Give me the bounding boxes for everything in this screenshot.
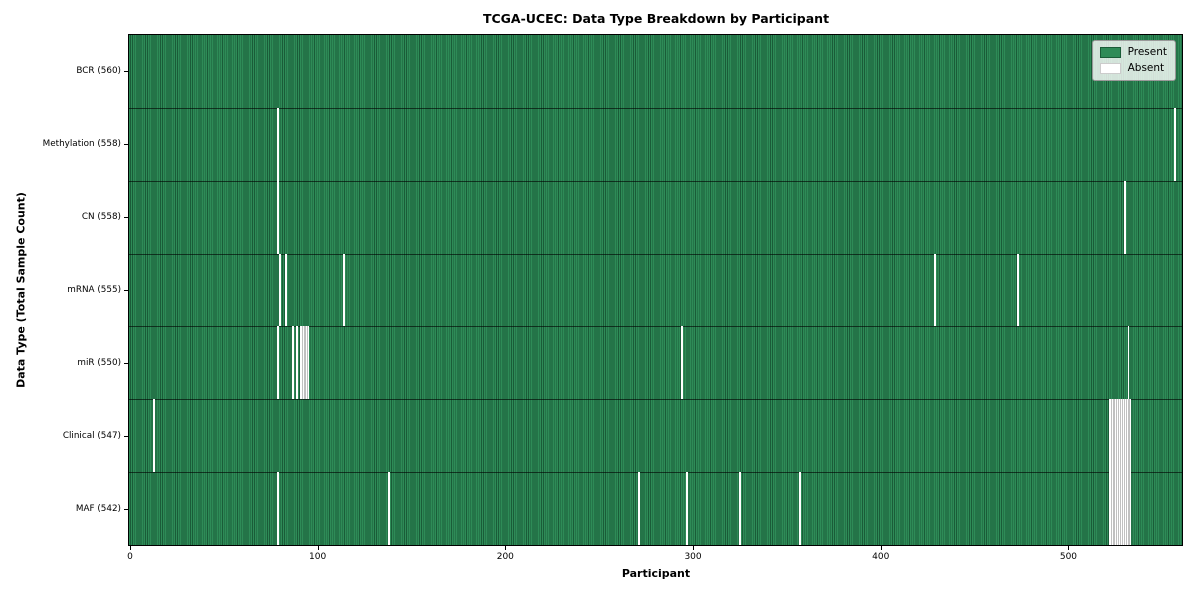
absent-bar (1108, 399, 1111, 473)
absent-bar (1116, 472, 1119, 545)
absent-bar (1127, 472, 1130, 545)
x-tick-mark (880, 546, 882, 550)
absent-bar (1123, 472, 1126, 545)
absent-bar (1174, 107, 1177, 181)
absent-bar (1123, 399, 1126, 473)
row-separator (129, 253, 1182, 255)
y-tick-label: mRNA (555) (67, 285, 121, 295)
x-tick-label: 500 (1059, 552, 1078, 562)
x-tick-label: 0 (127, 552, 133, 562)
row-separator (129, 472, 1182, 474)
y-tick-label: BCR (560) (76, 66, 121, 77)
absent-bar (1125, 399, 1128, 473)
absent-bar (303, 326, 306, 400)
y-tick-mark (124, 435, 128, 437)
y-tick-label: miR (550) (77, 357, 121, 368)
legend: Present Absent (1091, 40, 1176, 81)
absent-bar (388, 472, 390, 545)
legend-entry-present: Present (1099, 46, 1167, 58)
absent-bar (1127, 399, 1130, 473)
absent-bar (1123, 180, 1126, 254)
absent-bar (279, 253, 282, 327)
absent-bar (342, 253, 345, 327)
absent-bar (277, 180, 280, 254)
x-tick-mark (317, 546, 319, 550)
absent-bar (680, 326, 683, 400)
absent-bar (1112, 472, 1115, 545)
absent-bar (1129, 399, 1132, 473)
x-tick-label: 300 (684, 552, 702, 562)
row-separator (129, 399, 1182, 401)
row-separator (129, 326, 1182, 328)
absent-bar (153, 399, 156, 473)
x-tick-mark (505, 546, 507, 550)
y-tick-mark (124, 144, 128, 146)
absent-bar (277, 472, 280, 545)
y-tick-mark (124, 217, 128, 219)
absent-bar (934, 253, 937, 327)
absent-bar (1127, 326, 1130, 400)
y-tick-mark (124, 508, 128, 510)
absent-bar (307, 326, 310, 400)
absent-bar (1121, 399, 1124, 473)
absent-bar (1120, 399, 1122, 473)
y-tick-mark (124, 71, 128, 73)
absent-bar (799, 472, 801, 545)
legend-present-label: Present (1127, 46, 1167, 58)
x-tick-label: 200 (496, 552, 514, 562)
x-tick-mark (1068, 546, 1070, 550)
absent-bar (1110, 399, 1113, 473)
x-tick-mark (693, 546, 695, 550)
chart-title: TCGA-UCEC: Data Type Breakdown by Partic… (482, 11, 830, 26)
absent-bar (1120, 472, 1122, 545)
absent-bar (1110, 472, 1113, 545)
absent-bar (686, 472, 689, 545)
absent-bar (1108, 472, 1111, 545)
absent-bar (1125, 472, 1128, 545)
absent-bar (739, 472, 741, 545)
absent-bar (305, 326, 308, 400)
row-separator (129, 107, 1182, 109)
legend-present-swatch (1099, 46, 1121, 58)
absent-bar (1114, 472, 1117, 545)
y-tick-label: Methylation (558) (42, 139, 121, 150)
absent-bar (1129, 472, 1132, 545)
absent-bar (1121, 472, 1124, 545)
absent-bar (1016, 253, 1019, 327)
x-tick-label: 400 (872, 552, 890, 562)
plot-area: Present Absent (128, 34, 1183, 546)
absent-bar (284, 253, 287, 327)
legend-entry-absent: Absent (1099, 62, 1167, 74)
y-tick-label: CN (558) (81, 212, 121, 223)
absent-bar (301, 326, 304, 400)
y-tick-mark (124, 290, 128, 291)
absent-bar (637, 472, 640, 545)
x-tick-label: 100 (309, 552, 327, 562)
absent-bar (1112, 399, 1115, 473)
y-tick-label: MAF (542) (75, 503, 121, 514)
absent-bar (277, 326, 280, 400)
absent-bar (277, 107, 280, 181)
x-axis-label: Participant (621, 567, 691, 580)
absent-bar (1118, 472, 1121, 545)
legend-absent-label: Absent (1127, 62, 1165, 74)
absent-bar (296, 326, 298, 400)
absent-bar (299, 326, 302, 400)
absent-bar (1116, 399, 1119, 473)
x-tick-mark (129, 546, 131, 550)
y-tick-label: Clinical (547) (62, 430, 121, 441)
absent-bar (1118, 399, 1121, 473)
absent-bar (292, 326, 295, 400)
legend-absent-swatch (1099, 62, 1121, 74)
row-separator (129, 180, 1182, 182)
absent-bar (1114, 399, 1117, 473)
y-tick-mark (124, 362, 128, 364)
